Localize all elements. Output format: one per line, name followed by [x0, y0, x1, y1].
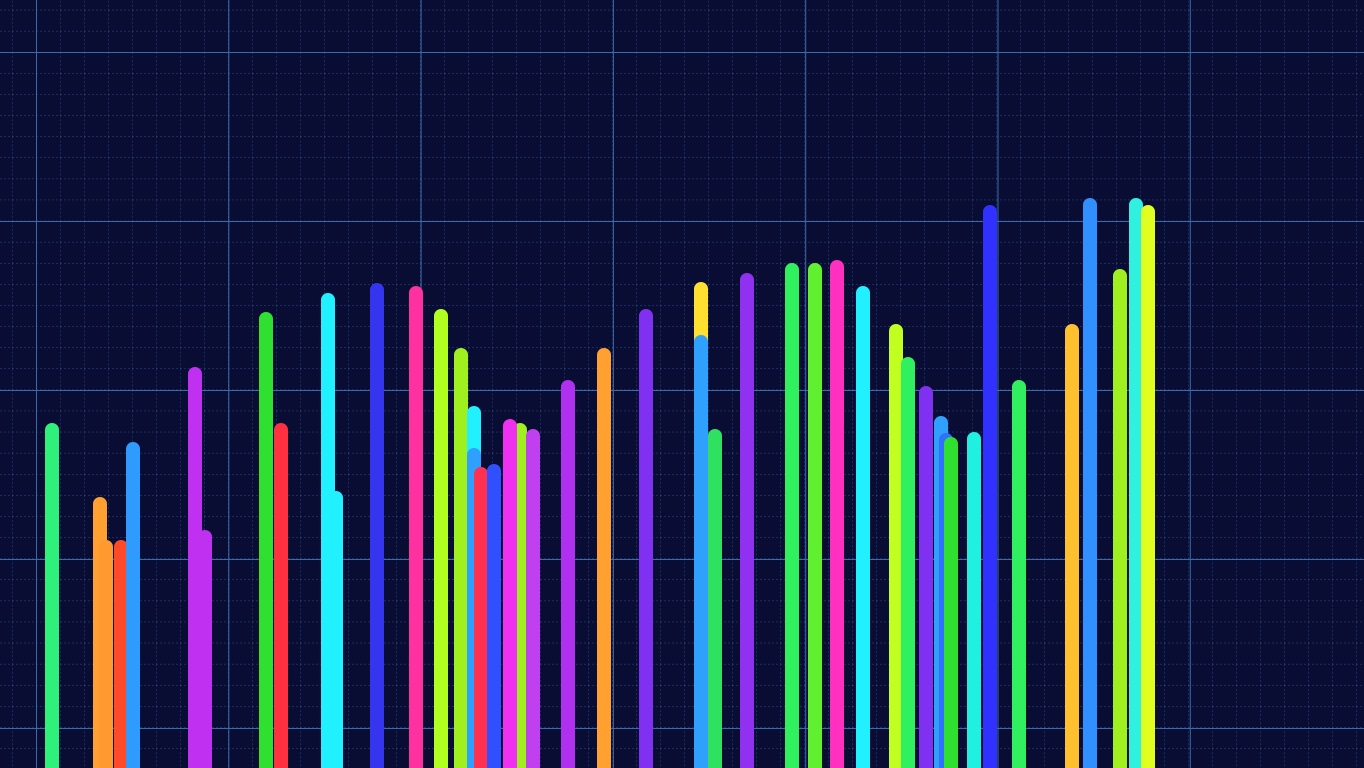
bar	[409, 286, 423, 768]
bar	[198, 530, 212, 768]
bar	[561, 380, 575, 768]
bar	[1012, 380, 1026, 768]
bar	[740, 273, 754, 768]
bar	[708, 429, 722, 768]
bar	[274, 423, 288, 768]
bar	[1141, 205, 1155, 768]
bar	[1129, 198, 1143, 768]
bar	[597, 348, 611, 768]
bar	[694, 335, 708, 768]
bar	[474, 467, 488, 768]
bar	[259, 312, 273, 768]
bar	[487, 464, 501, 768]
bar	[126, 442, 140, 768]
bar	[967, 432, 981, 768]
bar	[526, 429, 540, 768]
bar	[830, 260, 844, 768]
bar	[114, 540, 128, 768]
bar	[983, 205, 997, 768]
bar	[370, 283, 384, 768]
bar	[889, 324, 903, 768]
bar	[1083, 198, 1097, 768]
bar	[1113, 269, 1127, 768]
bar	[856, 286, 870, 768]
bar	[503, 419, 517, 768]
bar	[639, 309, 653, 768]
bars	[45, 198, 1155, 768]
bar	[434, 309, 448, 768]
bar	[919, 386, 933, 768]
bar	[45, 423, 59, 768]
bar	[785, 263, 799, 768]
bar	[1065, 324, 1079, 768]
bar	[329, 491, 343, 768]
bar	[454, 348, 468, 768]
bar	[808, 263, 822, 768]
bar	[901, 357, 915, 768]
bar	[99, 540, 113, 768]
bar	[944, 437, 958, 768]
